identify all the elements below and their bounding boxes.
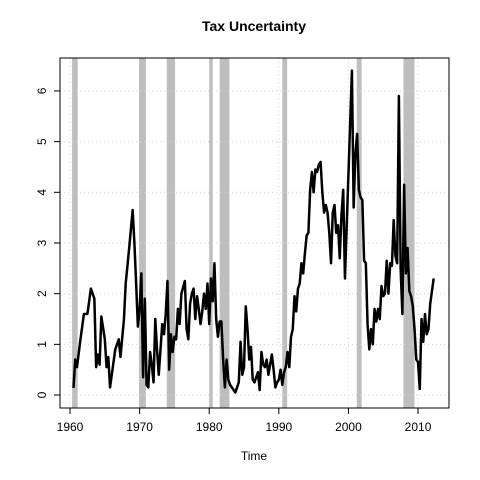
recession-band — [209, 58, 213, 408]
recession-band — [138, 58, 146, 408]
x-axis-label: Time — [241, 449, 268, 463]
plot-frame — [59, 57, 450, 409]
x-tick-label: 2010 — [405, 420, 432, 434]
recession-band — [282, 58, 288, 408]
chart-title: Tax Uncertainty — [202, 18, 306, 34]
recession-band — [356, 58, 362, 408]
recession-band — [219, 58, 230, 408]
x-tick-label: 2000 — [335, 420, 362, 434]
y-tick-label: 4 — [35, 189, 49, 196]
y-tick-label: 1 — [35, 341, 49, 348]
y-tick-label: 0 — [35, 391, 49, 398]
x-tick-label: 1980 — [196, 420, 223, 434]
recession-band — [166, 58, 176, 408]
data-line — [72, 69, 435, 394]
x-tick-label: 1990 — [265, 420, 292, 434]
y-tick-label: 6 — [35, 87, 49, 94]
y-tick-label: 2 — [35, 290, 49, 297]
recession-band — [403, 58, 415, 408]
y-tick-label: 3 — [35, 239, 49, 246]
y-tick-label: 5 — [35, 138, 49, 145]
x-tick-label: 1970 — [126, 420, 153, 434]
recession-band — [72, 58, 78, 408]
x-tick-label: 1960 — [57, 420, 84, 434]
